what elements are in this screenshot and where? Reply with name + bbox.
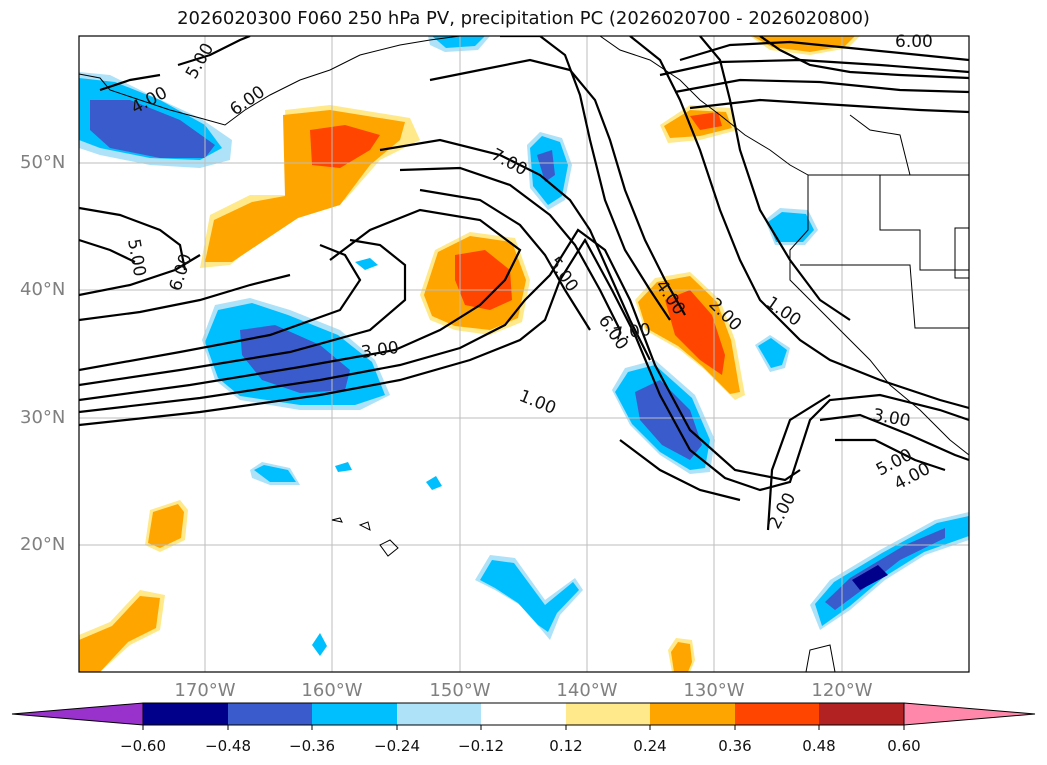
- lat-label: 20°N: [20, 534, 66, 555]
- contour-label: 3.00: [871, 405, 912, 431]
- colorbar-tick-label: 0.24: [633, 737, 667, 755]
- colorbar-tick-label: 0.36: [718, 737, 752, 755]
- coastlines: [79, 36, 969, 672]
- graticule: [79, 36, 969, 672]
- contour-label: 1.00: [516, 386, 559, 419]
- map-frame: [78, 35, 970, 673]
- lon-label: 150°W: [429, 680, 491, 701]
- contour-label: 7.00: [488, 145, 531, 180]
- precip-shading: [79, 36, 969, 672]
- lon-label: 120°W: [811, 680, 873, 701]
- colorbar-bin: [143, 703, 228, 725]
- colorbar-bin: [819, 703, 904, 725]
- lon-label: 130°W: [683, 680, 745, 701]
- colorbar-tick-label: 0.48: [802, 737, 836, 755]
- colorbar: [11, 702, 1036, 730]
- lon-label: 170°W: [174, 680, 236, 701]
- colorbar-extend-high: [903, 702, 1036, 726]
- colorbar-bin: [312, 703, 397, 725]
- lon-label: 140°W: [556, 680, 618, 701]
- contour-label: 6.00: [166, 251, 197, 293]
- colorbar-bin: [397, 703, 481, 725]
- lat-label: 30°N: [20, 407, 66, 428]
- contour-label: 3.00: [360, 338, 400, 363]
- colorbar-bin: [735, 703, 819, 725]
- contour-label: 6.00: [226, 82, 268, 120]
- colorbar-tick-label: −0.12: [458, 737, 504, 755]
- lon-label: 160°W: [301, 680, 363, 701]
- contour-label: 5.00: [123, 237, 149, 278]
- lat-label: 50°N: [20, 152, 66, 173]
- colorbar-tick-label: −0.36: [289, 737, 335, 755]
- colorbar-bin: [566, 703, 650, 725]
- colorbar-tick-label: −0.60: [120, 737, 166, 755]
- colorbar-tick-label: −0.48: [205, 737, 251, 755]
- colorbar-bin: [481, 703, 566, 725]
- colorbar-tick-label: 0.12: [549, 737, 583, 755]
- colorbar-tick-label: −0.24: [374, 737, 420, 755]
- lat-label: 40°N: [20, 279, 66, 300]
- colorbar-tick-label: 0.60: [887, 737, 921, 755]
- colorbar-bin: [650, 703, 735, 725]
- pv-contours: [79, 36, 969, 531]
- colorbar-bin: [228, 703, 312, 725]
- contour-label: 6.00: [895, 32, 933, 52]
- map-title: 2026020300 F060 250 hPa PV, precipitatio…: [177, 8, 870, 29]
- contour-label: 1.00: [762, 293, 804, 331]
- colorbar-extend-low: [11, 702, 144, 726]
